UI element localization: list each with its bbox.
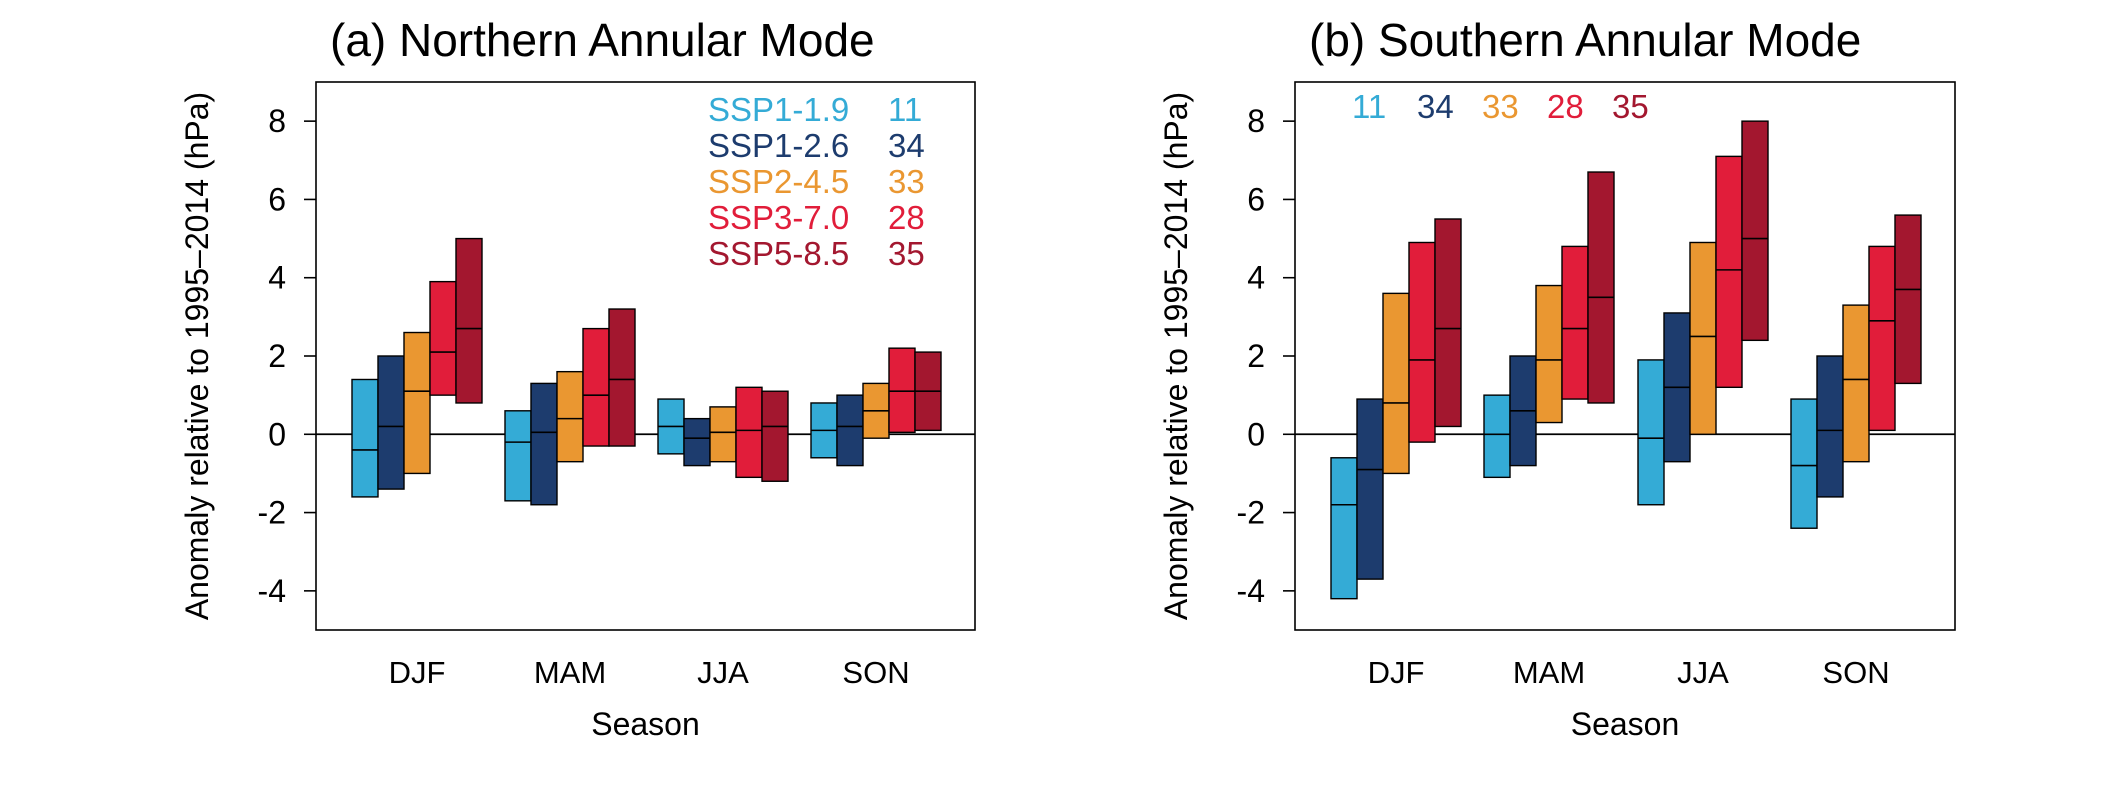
y-axis-label: Anomaly relative to 1995–2014 (hPa) (179, 92, 215, 620)
range-bar-ssp2-45-mam (556, 370, 584, 463)
x-tick-label-son: SON (1822, 655, 1889, 690)
legend-count-ssp1-26: 34 (888, 127, 925, 164)
legend-name-ssp2-45: SSP2-4.5 (708, 163, 849, 200)
range-bar-ssp1-19-jja (1637, 359, 1665, 506)
y-axis-label: Anomaly relative to 1995–2014 (hPa) (1158, 92, 1194, 620)
range-bar-ssp3-70-son (888, 347, 916, 434)
panel-title: (a) Northern Annular Mode (330, 14, 875, 66)
legend-count-ssp5-85: 35 (888, 235, 925, 272)
range-bar-ssp5-85-mam (608, 308, 636, 447)
legend-count-ssp2-45: 33 (1482, 88, 1519, 125)
legend-count-ssp3-70: 28 (888, 199, 925, 236)
range-bar-ssp2-45-djf (403, 331, 431, 475)
y-tick-label: 6 (268, 181, 286, 217)
range-bar-ssp5-85-djf (455, 237, 483, 404)
range-bar-ssp2-45-jja (1689, 241, 1717, 435)
y-tick-label: 2 (1247, 338, 1265, 374)
x-axis-label: Season (591, 706, 700, 742)
legend-count-ssp1-19: 11 (888, 91, 922, 128)
range-bar-ssp5-85-jja (1741, 120, 1769, 342)
range-bar-ssp3-70-djf (1408, 241, 1436, 443)
range-bar-ssp2-45-djf (1382, 292, 1410, 475)
x-tick-label-jja: JJA (697, 655, 749, 690)
panel-b: (b) Southern Annular Mode -4 -2 0 2 4 6 8 Anomal… (1158, 14, 1956, 742)
x-tick-label-djf: DJF (1368, 655, 1425, 690)
range-bar-ssp3-70-jja (735, 386, 763, 479)
range-bar-ssp3-70-son (1868, 245, 1896, 432)
y-tick-label: 6 (1247, 181, 1265, 217)
y-tick-label: -2 (258, 495, 286, 531)
y-tick-label: 8 (268, 103, 286, 139)
range-bar-ssp5-85-djf (1434, 218, 1462, 428)
range-bar-ssp1-19-djf (351, 378, 379, 498)
range-bar-ssp5-85-son (1894, 214, 1922, 385)
range-bar-ssp1-19-mam (1483, 394, 1511, 479)
y-tick-label: -4 (258, 573, 286, 609)
x-tick-label-mam: MAM (534, 655, 606, 690)
range-bar-ssp3-70-djf (429, 280, 457, 396)
range-bar-ssp3-70-mam (1561, 245, 1589, 400)
range-bar-ssp1-19-mam (504, 410, 532, 502)
y-tick-label: 0 (1247, 416, 1265, 452)
range-bar-ssp1-26-djf (377, 355, 405, 490)
panel-a: (a) Northern Annular Mode -4 -2 0 2 4 6 8 Anomal… (179, 14, 976, 742)
y-tick-label: -2 (1237, 495, 1265, 531)
range-bar-ssp1-26-son (1816, 355, 1844, 498)
y-tick-label: 0 (268, 416, 286, 452)
legend-count-ssp1-19: 11 (1352, 88, 1386, 125)
y-tick-label: 4 (1247, 260, 1265, 296)
range-bar-ssp1-19-son (1790, 398, 1818, 529)
x-tick-label-son: SON (842, 655, 909, 690)
y-tick-label: 2 (268, 338, 286, 374)
legend-name-ssp1-19: SSP1-1.9 (708, 91, 849, 128)
range-bar-ssp2-45-jja (709, 406, 737, 463)
range-bar-ssp1-26-mam (530, 382, 558, 506)
legend-name-ssp5-85: SSP5-8.5 (708, 235, 849, 272)
range-bar-ssp1-26-djf (1356, 398, 1384, 580)
x-tick-label-jja: JJA (1677, 655, 1729, 690)
x-tick-label-mam: MAM (1513, 655, 1585, 690)
range-bar-ssp3-70-jja (1715, 155, 1743, 389)
legend-count-ssp5-85: 35 (1612, 88, 1649, 125)
legend-name-ssp3-70: SSP3-7.0 (708, 199, 849, 236)
range-bar-ssp5-85-jja (761, 390, 789, 482)
y-tick-label: 8 (1247, 103, 1265, 139)
range-bar-ssp2-45-mam (1535, 284, 1563, 424)
range-bar-ssp3-70-mam (582, 327, 610, 447)
legend-count-ssp3-70: 28 (1547, 88, 1584, 125)
legend-name-ssp1-26: SSP1-2.6 (708, 127, 849, 164)
range-bar-ssp1-19-djf (1330, 457, 1358, 600)
range-bar-ssp5-85-mam (1587, 171, 1615, 404)
y-tick-label: 4 (268, 260, 286, 296)
x-tick-label-djf: DJF (389, 655, 446, 690)
x-axis-label: Season (1571, 706, 1680, 742)
range-bar-ssp1-26-jja (683, 417, 711, 467)
y-tick-label: -4 (1237, 573, 1265, 609)
range-bar-ssp2-45-son (1842, 304, 1870, 463)
range-bar-ssp1-26-son (836, 394, 864, 467)
panel-title: (b) Southern Annular Mode (1309, 14, 1861, 66)
legend-count-ssp2-45: 33 (888, 163, 925, 200)
legend-count-ssp1-26: 34 (1417, 88, 1454, 125)
